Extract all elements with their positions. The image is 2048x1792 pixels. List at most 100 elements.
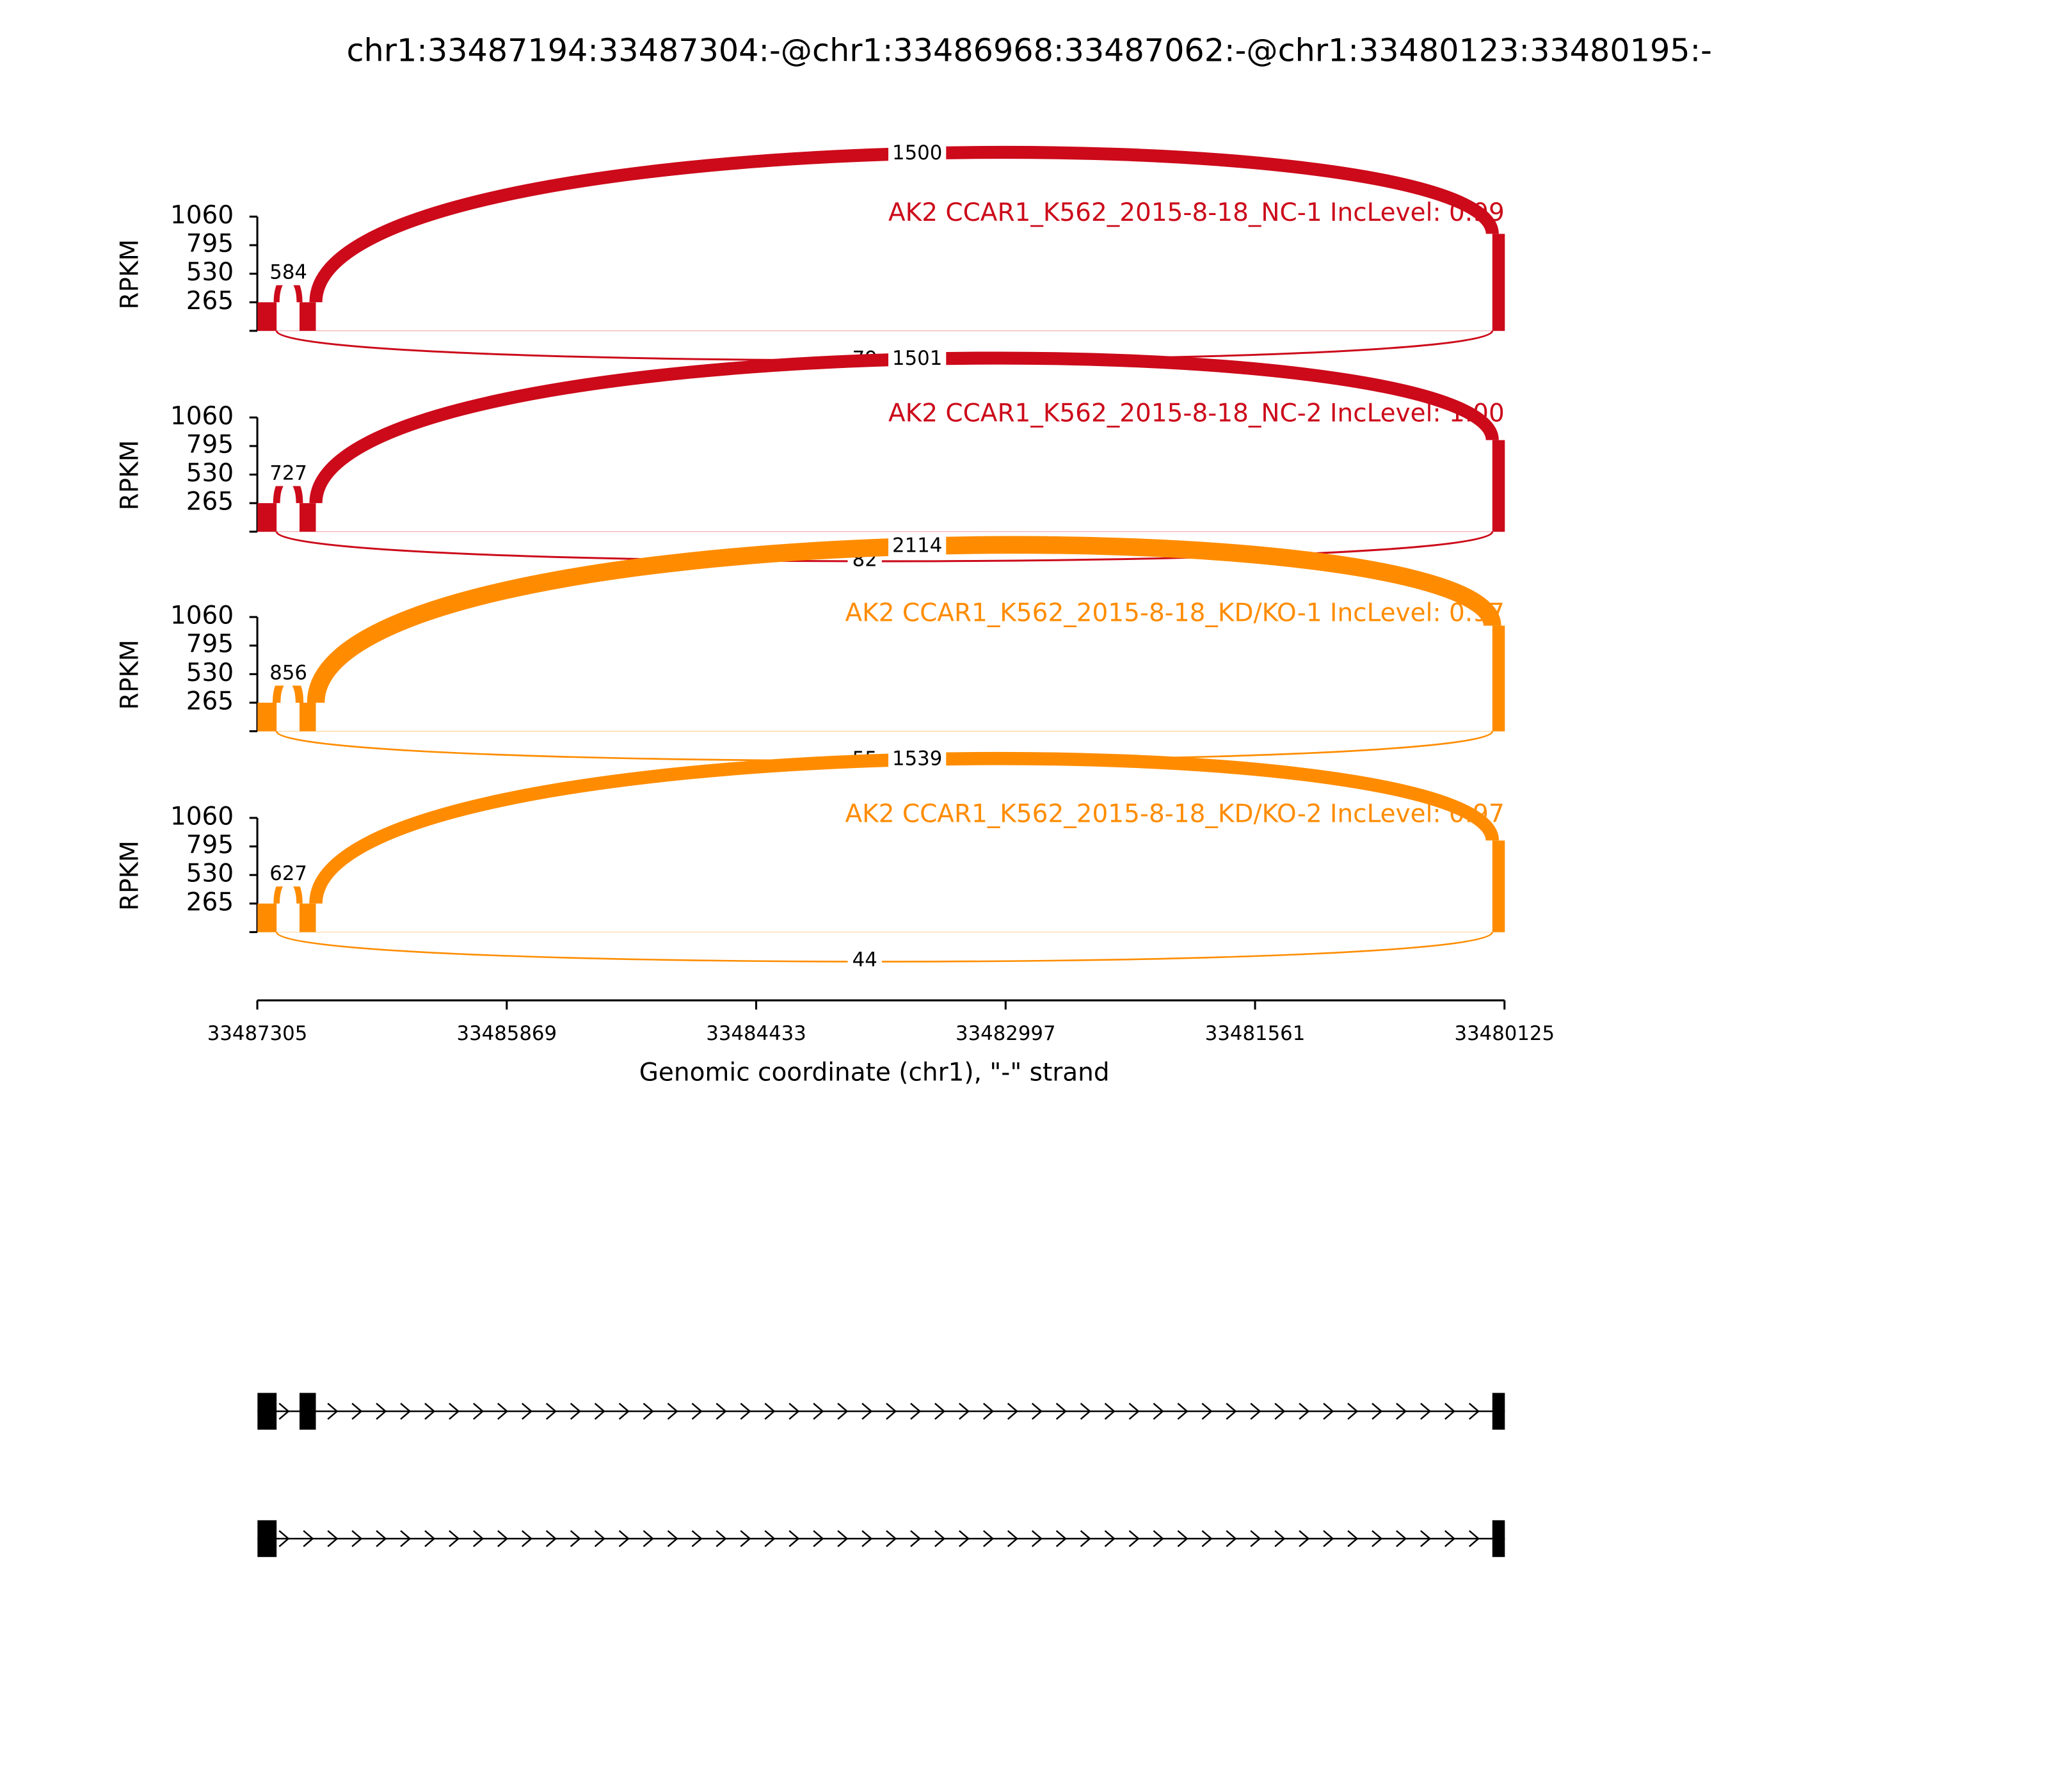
strand-chevron <box>691 1402 703 1420</box>
sample-label: AK2 CCAR1_K562_2015-8-18_KD/KO-1 IncLeve… <box>845 599 1504 628</box>
strand-chevron <box>1226 1402 1237 1420</box>
strand-chevron <box>1347 1402 1359 1420</box>
strand-chevron <box>740 1530 751 1548</box>
coverage-bar <box>300 903 316 932</box>
strand-chevron <box>643 1402 654 1420</box>
y-tick-label: 1060 <box>170 802 234 831</box>
x-axis-label: Genomic coordinate (chr1), "-" strand <box>639 1058 1110 1087</box>
y-tick-label: 530 <box>186 258 234 287</box>
strand-chevron <box>1468 1530 1480 1548</box>
strand-chevron <box>570 1530 581 1548</box>
strand-chevron <box>861 1530 873 1548</box>
strand-chevron <box>837 1402 849 1420</box>
strand-chevron <box>982 1530 995 1548</box>
strand-chevron <box>1080 1402 1091 1420</box>
strand-chevron <box>545 1402 557 1420</box>
strand-chevron <box>1396 1530 1407 1548</box>
y-tick-label: 265 <box>186 287 234 316</box>
strand-chevron <box>764 1402 776 1420</box>
strand-chevron <box>376 1402 387 1420</box>
strand-chevron <box>1031 1530 1043 1548</box>
y-tick-label: 795 <box>186 230 234 259</box>
coverage-bar <box>300 503 316 532</box>
strand-chevron <box>1055 1530 1067 1548</box>
chart-title: chr1:33487194:33487304:-@chr1:33486968:3… <box>346 32 1711 69</box>
strand-chevron <box>982 1402 995 1420</box>
exon <box>257 1393 277 1430</box>
strand-chevron <box>1153 1530 1164 1548</box>
x-tick-label: 33487305 <box>207 1022 308 1045</box>
strand-chevron <box>788 1402 800 1420</box>
junction-label: 44 <box>852 948 877 972</box>
strand-chevron <box>497 1402 509 1420</box>
y-tick-label: 795 <box>186 630 234 659</box>
y-tick-label: 530 <box>186 860 234 888</box>
junction-label-bg <box>265 462 312 486</box>
strand-chevron <box>303 1530 314 1548</box>
strand-chevron <box>1031 1402 1043 1420</box>
junction-label-bg <box>888 141 947 166</box>
coverage-bar <box>300 302 316 331</box>
junction-label-bg <box>265 863 312 887</box>
strand-chevron <box>449 1402 460 1420</box>
y-tick-label: 1060 <box>170 201 234 230</box>
strand-chevron <box>788 1530 800 1548</box>
strand-chevron <box>1274 1402 1286 1420</box>
x-tick-label: 33485869 <box>457 1022 557 1045</box>
strand-chevron <box>618 1530 630 1548</box>
strand-chevron <box>1177 1402 1188 1420</box>
exon <box>1492 1520 1505 1557</box>
strand-chevron <box>570 1402 581 1420</box>
strand-chevron <box>473 1402 484 1420</box>
junction-label-bg <box>888 748 947 772</box>
y-tick-label: 795 <box>186 430 234 459</box>
strand-chevron <box>376 1530 387 1548</box>
y-tick-label: 795 <box>186 831 234 860</box>
strand-chevron <box>1080 1530 1091 1548</box>
strand-chevron <box>351 1530 363 1548</box>
y-tick-label: 1060 <box>170 602 234 630</box>
strand-chevron <box>1372 1402 1383 1420</box>
strand-chevron <box>1201 1530 1213 1548</box>
strand-chevron <box>594 1402 605 1420</box>
y-tick-label: 265 <box>186 888 234 916</box>
strand-chevron <box>667 1402 678 1420</box>
strand-chevron <box>959 1402 970 1420</box>
sample-label: AK2 CCAR1_K562_2015-8-18_KD/KO-2 IncLeve… <box>845 799 1504 828</box>
strand-chevron <box>545 1530 557 1548</box>
strand-chevron <box>861 1402 873 1420</box>
strand-chevron <box>424 1402 436 1420</box>
strand-chevron <box>1007 1530 1018 1548</box>
strand-chevron <box>1396 1402 1407 1420</box>
strand-chevron <box>716 1402 727 1420</box>
strand-chevron <box>1201 1402 1213 1420</box>
strand-chevron <box>473 1530 484 1548</box>
strand-chevron <box>424 1530 436 1548</box>
coverage-bar <box>257 503 277 532</box>
x-tick-label: 33481561 <box>1205 1022 1306 1045</box>
strand-chevron <box>1299 1402 1310 1420</box>
strand-chevron <box>886 1402 897 1420</box>
strand-chevron <box>351 1402 363 1420</box>
exon <box>257 1520 277 1557</box>
strand-chevron <box>1128 1530 1140 1548</box>
strand-chevron <box>618 1402 630 1420</box>
junction-label: 727 <box>269 462 307 485</box>
junction-arc <box>309 145 1499 303</box>
strand-chevron <box>1323 1402 1334 1420</box>
strand-chevron <box>886 1530 897 1548</box>
strand-chevron <box>740 1402 751 1420</box>
y-tick-label: 265 <box>186 488 234 516</box>
strand-chevron <box>1420 1530 1432 1548</box>
sample-label: AK2 CCAR1_K562_2015-8-18_NC-1 IncLevel: … <box>888 198 1505 227</box>
strand-chevron <box>764 1530 776 1548</box>
junction-arc <box>309 751 1500 904</box>
junction-label: 1500 <box>892 141 942 164</box>
junction-label: 1501 <box>892 347 942 370</box>
strand-chevron <box>1128 1402 1140 1420</box>
strand-chevron <box>813 1530 824 1548</box>
junction-label: 2114 <box>892 534 942 557</box>
y-axis-label: RPKM <box>116 840 145 911</box>
strand-chevron <box>327 1530 339 1548</box>
